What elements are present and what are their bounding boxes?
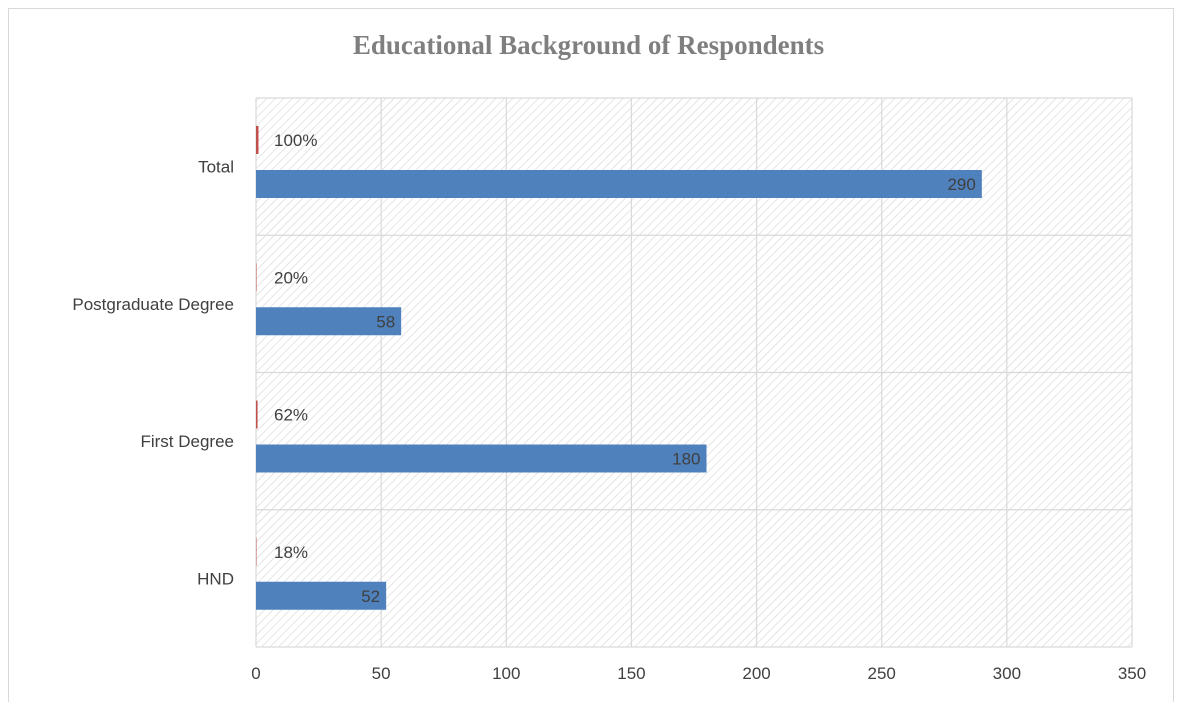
y-tick-label: Postgraduate Degree — [72, 295, 234, 314]
x-tick-label: 200 — [742, 664, 770, 683]
count-bar — [256, 444, 707, 473]
labels: 0 50 100 150 200 250 300 350 HND 52 18% First Degre… — [72, 131, 1146, 683]
x-tick-label: 50 — [372, 664, 391, 683]
percent-label: 18% — [274, 543, 308, 562]
x-tick-label: 150 — [617, 664, 645, 683]
count-label: 290 — [947, 175, 975, 194]
x-tick-label: 250 — [868, 664, 896, 683]
x-tick-label: 100 — [492, 664, 520, 683]
count-bar — [256, 307, 402, 336]
x-tick-label: 300 — [993, 664, 1021, 683]
y-tick-label: Total — [198, 158, 234, 177]
count-bar — [256, 581, 387, 610]
chart-title: Educational Background of Respondents — [352, 30, 825, 60]
percent-label: 62% — [274, 406, 308, 425]
count-label: 58 — [376, 312, 395, 331]
percent-bar — [256, 126, 259, 154]
percent-bar — [256, 263, 257, 292]
percent-label: 100% — [274, 131, 317, 150]
count-label: 180 — [672, 450, 700, 469]
bars — [256, 126, 982, 610]
x-tick-label: 350 — [1118, 664, 1146, 683]
percent-bar — [256, 400, 258, 429]
count-label: 52 — [361, 587, 380, 606]
x-tick-label: 0 — [251, 664, 260, 683]
percent-label: 20% — [274, 268, 308, 287]
y-tick-label: HND — [197, 569, 234, 588]
count-bar — [256, 170, 982, 198]
chart-frame — [8, 8, 1174, 702]
y-tick-label: First Degree — [140, 432, 234, 451]
